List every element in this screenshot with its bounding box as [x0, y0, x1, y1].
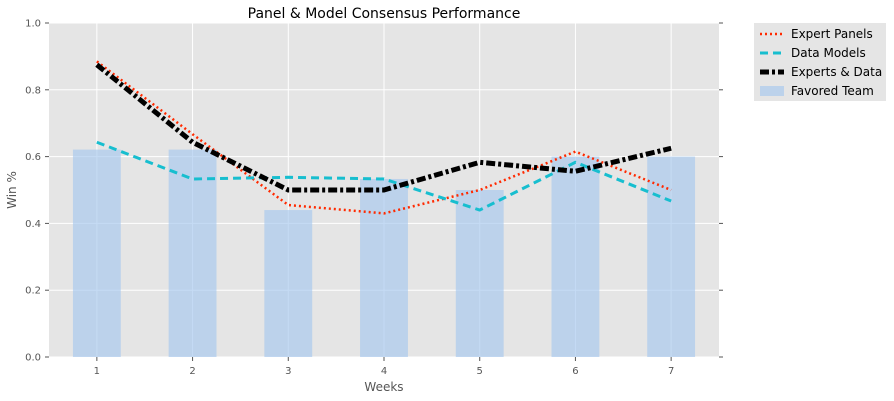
legend-swatch-favored-team	[760, 86, 784, 96]
x-tick-label-1: 2	[189, 366, 195, 377]
x-tick-label-0: 1	[94, 366, 100, 377]
y-tick-label-2: 0.4	[25, 219, 41, 230]
legend: Expert Panels Data Models Experts & Data Fa…	[754, 23, 886, 101]
chart-title: Panel & Model Consensus Performance	[248, 6, 521, 22]
x-tick-label-4: 5	[477, 366, 483, 377]
y-tick-label-5: 1.0	[25, 19, 41, 30]
bar-week-1	[72, 149, 121, 357]
y-tick-label-1: 0.2	[25, 286, 41, 297]
legend-label-expert-panels: Expert Panels	[791, 27, 873, 41]
y-tick-label-3: 0.6	[25, 152, 41, 163]
x-axis-label: Weeks	[364, 380, 403, 394]
series-line-experts-data	[95, 62, 672, 193]
legend-label-experts-data: Experts & Data	[791, 65, 882, 79]
series-line-data-models	[96, 140, 672, 212]
bar-week-4	[360, 178, 408, 357]
bar-week-7	[647, 156, 696, 357]
x-tick-label-6: 7	[668, 366, 674, 377]
plot-area: 0.0 0.2 0.4 0.6 0.8 1.0 1 2 3 4 5 6 7	[25, 19, 723, 377]
bar-week-5	[455, 190, 504, 357]
y-tick-label-4: 0.8	[25, 85, 41, 96]
legend-label-favored-team: Favored Team	[791, 84, 874, 98]
x-tick-label-2: 3	[285, 366, 291, 377]
legend-label-data-models: Data Models	[791, 46, 866, 60]
bar-week-3	[264, 210, 313, 357]
y-tick-label-0: 0.0	[25, 353, 41, 364]
bar-week-2	[168, 149, 217, 357]
x-tick-label-5: 6	[572, 366, 578, 377]
bar-week-6	[551, 156, 600, 357]
y-axis-label: Win %	[5, 171, 19, 209]
series-line-expert-panels	[96, 60, 672, 215]
x-tick-label-3: 4	[381, 366, 387, 377]
